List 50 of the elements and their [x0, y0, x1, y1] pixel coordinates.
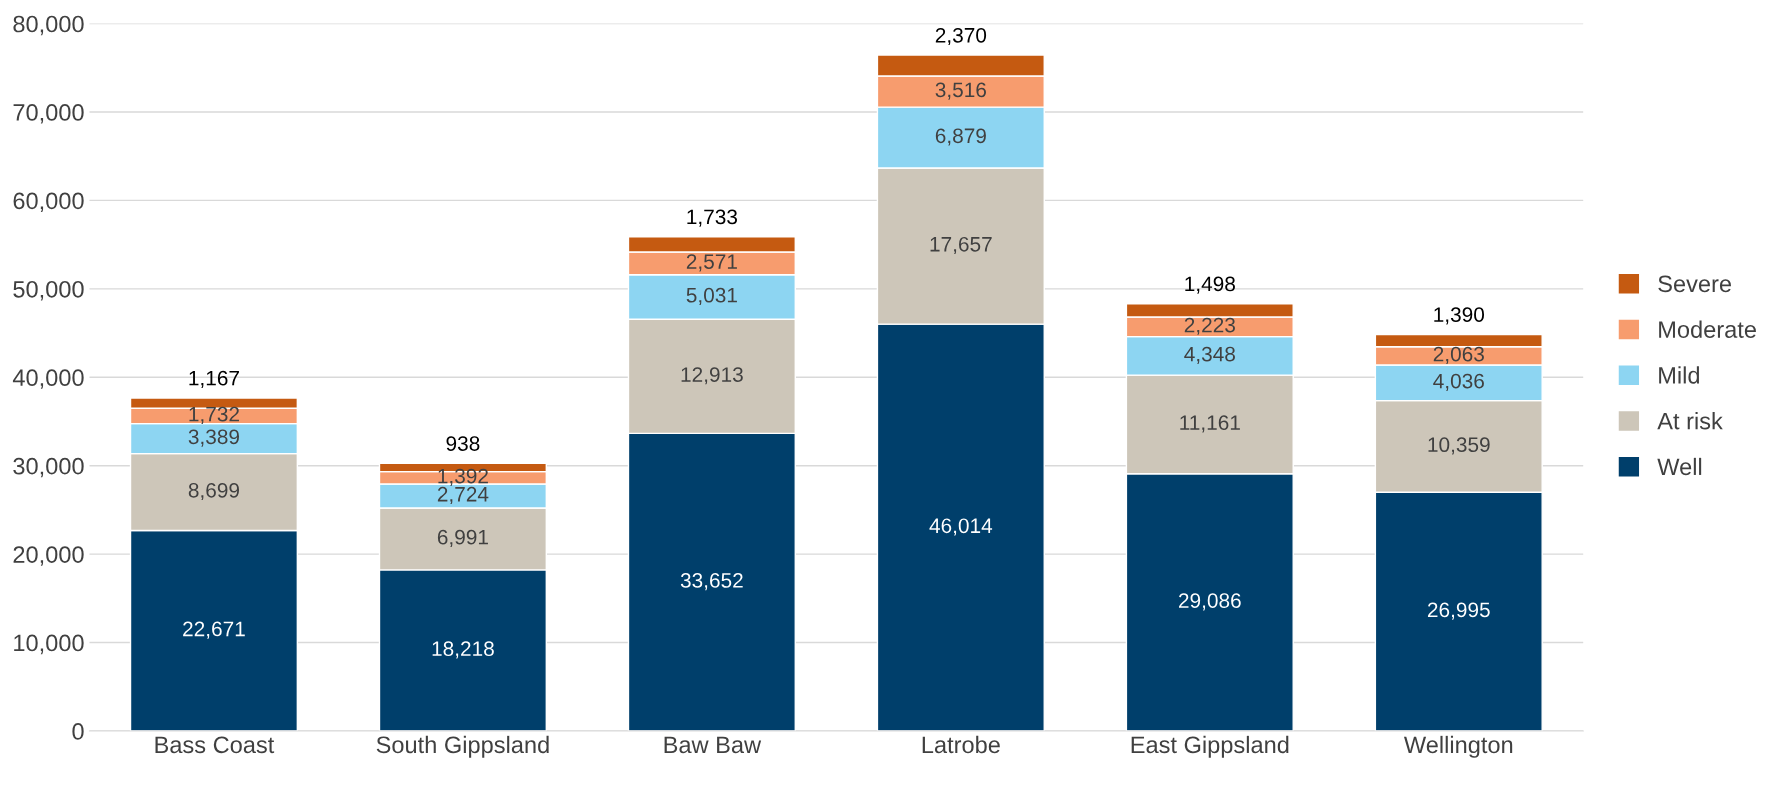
data-label: 10,359 — [1428, 437, 1490, 455]
data-label: 1,732 — [189, 406, 239, 425]
data-label: 2,370 — [935, 27, 987, 46]
y-tick-label: 30,000 — [13, 457, 84, 478]
y-tick-label: 50,000 — [13, 280, 84, 301]
y-tick-label: 10,000 — [14, 634, 84, 655]
x-tick-label: Latrobe — [922, 735, 1000, 754]
data-label: 33,652 — [680, 573, 743, 591]
legend-label: Mild — [1659, 366, 1699, 384]
legend-label: Well — [1657, 457, 1702, 476]
x-tick-label: East Gippsland — [1131, 735, 1289, 758]
data-label: 1,498 — [1185, 276, 1235, 294]
legend-label: At risk — [1657, 412, 1723, 430]
data-label: 4,348 — [1184, 346, 1235, 364]
data-label: 26,995 — [1427, 602, 1490, 620]
data-label: 938 — [446, 436, 480, 451]
data-label: 22,671 — [183, 621, 245, 639]
data-label: 12,913 — [681, 367, 743, 385]
y-tick-label: 20,000 — [13, 546, 84, 566]
x-tick-label: Baw Baw — [664, 736, 762, 754]
data-label: 1,392 — [438, 468, 488, 486]
data-label: 3,389 — [188, 429, 240, 447]
data-label: 1,167 — [189, 370, 239, 388]
data-label: 29,086 — [1179, 593, 1241, 611]
y-tick-label: 0 — [72, 723, 84, 740]
data-label: 2,571 — [686, 254, 737, 272]
data-label: 6,991 — [437, 529, 488, 548]
data-label: 1,390 — [1434, 307, 1485, 325]
x-tick-label: South Gippsland — [376, 735, 549, 758]
y-tick-label: 70,000 — [13, 104, 84, 124]
data-label: 17,657 — [930, 236, 992, 255]
data-label: 11,161 — [1180, 415, 1240, 433]
data-label: 3,516 — [935, 82, 986, 100]
data-label: 1,733 — [687, 209, 738, 227]
data-label: 4,036 — [1433, 373, 1484, 391]
y-tick-label: 40,000 — [12, 369, 84, 389]
legend-label: Moderate — [1659, 320, 1756, 338]
data-label: 2,223 — [1184, 317, 1235, 335]
x-tick-label: Bass Coast — [155, 736, 275, 754]
y-tick-label: 80,000 — [13, 15, 84, 36]
data-label: 2,063 — [1433, 346, 1484, 364]
y-tick-label: 60,000 — [13, 192, 84, 213]
legend-label: Severe — [1658, 275, 1731, 293]
data-label: 8,699 — [188, 482, 240, 501]
data-label: 18,218 — [432, 641, 494, 659]
x-tick-label: Wellington — [1403, 735, 1513, 758]
data-label: 2,724 — [437, 486, 489, 505]
data-label: 5,031 — [686, 287, 737, 306]
data-label: 6,879 — [935, 128, 986, 146]
data-label: 46,014 — [929, 518, 993, 536]
